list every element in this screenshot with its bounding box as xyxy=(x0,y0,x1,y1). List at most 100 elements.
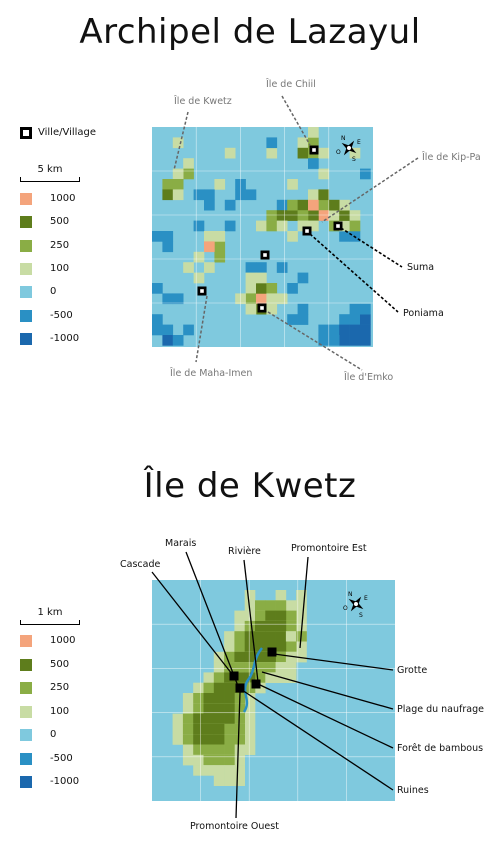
map-tile xyxy=(214,231,226,242)
map-tile xyxy=(360,168,371,180)
map-tile xyxy=(266,283,278,294)
map-tile xyxy=(339,335,350,346)
svg-text:E: E xyxy=(357,139,361,146)
island-tile xyxy=(285,672,297,683)
island-title: Île de Kwetz xyxy=(143,466,357,506)
map-tile xyxy=(308,199,319,211)
island-tile xyxy=(224,744,235,756)
map-tile xyxy=(204,262,215,273)
top-legend-swatch xyxy=(20,309,32,322)
island-tile xyxy=(244,641,256,653)
island-tile xyxy=(275,631,287,642)
island-tile xyxy=(203,672,215,683)
island-tile xyxy=(172,713,184,725)
island-tile xyxy=(275,610,287,622)
island-tile xyxy=(224,723,235,735)
settlement-icon xyxy=(20,127,32,139)
map-tile xyxy=(276,220,288,232)
bottom-legend-swatch xyxy=(20,705,32,718)
town-marker-center xyxy=(312,148,316,152)
bottom-legend-swatch xyxy=(20,635,32,647)
island-tile xyxy=(244,744,256,756)
island-tile xyxy=(265,662,276,673)
town-marker-center xyxy=(336,224,340,228)
island-tile xyxy=(203,765,215,776)
map-tile xyxy=(183,324,194,336)
map-tile xyxy=(204,241,215,253)
map-tile xyxy=(328,199,340,211)
island-tile xyxy=(193,723,204,735)
map-tile xyxy=(266,303,278,315)
river xyxy=(242,647,263,713)
island-tile xyxy=(193,754,204,766)
map-tile xyxy=(204,199,215,211)
map-tile xyxy=(339,210,350,221)
bottom-legend-label: 1000 xyxy=(50,635,76,646)
map-tile xyxy=(318,335,330,346)
top-legend-label: 1000 xyxy=(50,193,76,204)
top-legend-swatch xyxy=(20,286,32,299)
island-tile xyxy=(172,734,184,745)
island-tile xyxy=(244,651,256,663)
svg-text:N: N xyxy=(348,591,353,598)
compass-rose-icon: N E O S xyxy=(343,591,368,619)
island-tile xyxy=(255,631,266,642)
label-plage-du-naufrage: Plage du naufrage xyxy=(397,704,484,715)
map-tile xyxy=(308,137,319,149)
island-tile xyxy=(193,682,204,694)
island-tile xyxy=(234,651,245,663)
island-tile xyxy=(265,631,276,642)
svg-text:E: E xyxy=(364,595,368,602)
map-tile xyxy=(360,335,371,346)
map-tile xyxy=(193,220,205,232)
svg-text:S: S xyxy=(352,156,356,163)
map-tile xyxy=(256,272,267,284)
map-tile xyxy=(360,314,371,325)
bottom-scale-bar: 1 km xyxy=(20,607,80,628)
label-ile-de-chiil: Île de Chiil xyxy=(266,79,316,90)
island-tile xyxy=(224,641,235,653)
map-tile xyxy=(245,303,257,315)
map-tile xyxy=(339,220,350,232)
map-tile xyxy=(308,189,319,201)
island-tile xyxy=(285,631,297,642)
island-tile xyxy=(213,682,225,694)
island-tile xyxy=(193,744,204,756)
map-tile xyxy=(183,158,194,169)
top-legend-label: -1000 xyxy=(50,332,80,344)
top-legend-swatch xyxy=(20,193,32,205)
island-tile xyxy=(234,631,245,642)
island-tile xyxy=(224,713,235,725)
compass-rose-icon: N E O S xyxy=(336,135,361,163)
island-tile xyxy=(203,693,215,704)
map-tile xyxy=(339,231,350,242)
map-tile xyxy=(152,231,163,242)
leader-promontoire-est xyxy=(299,556,309,649)
map-tile xyxy=(349,324,361,336)
map-tile xyxy=(193,251,205,263)
island-tile xyxy=(265,641,276,653)
island-tile xyxy=(275,651,287,663)
map-tile xyxy=(349,335,361,346)
island-tile xyxy=(234,641,245,653)
label-marais: Marais xyxy=(165,538,197,549)
island-tile xyxy=(296,590,307,601)
map-tile xyxy=(256,283,267,294)
island-tile xyxy=(193,713,204,725)
svg-text:O: O xyxy=(343,605,348,612)
svg-text:O: O xyxy=(336,149,341,156)
island-tile xyxy=(255,651,266,663)
place-marker xyxy=(235,683,245,693)
island-tile xyxy=(234,765,245,776)
island-tile xyxy=(275,620,287,632)
map-tile xyxy=(360,303,371,315)
island-tile xyxy=(182,723,194,735)
map-tile xyxy=(266,210,278,221)
label-ile-de-maha-imen: Île de Maha-Imen xyxy=(170,368,253,379)
label-promontoire-ouest: Promontoire Ouest xyxy=(190,821,279,832)
bottom-legend-swatch xyxy=(20,729,32,741)
island-tile xyxy=(224,631,235,642)
label-poniama: Poniama xyxy=(403,308,444,319)
